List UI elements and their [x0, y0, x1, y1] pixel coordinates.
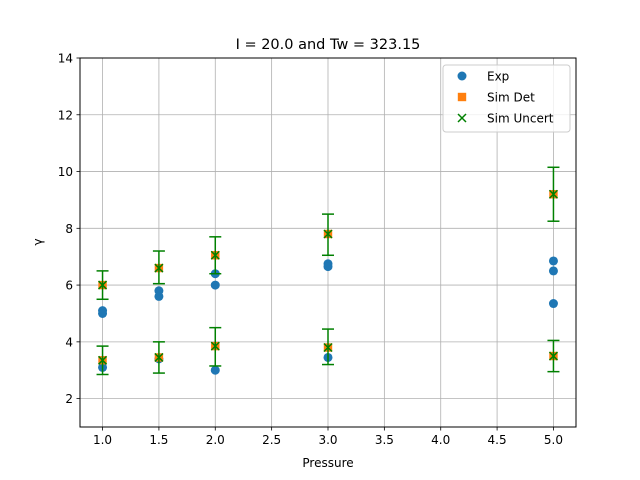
y-tick-label: 6	[65, 279, 73, 293]
x-marker-stroke	[154, 263, 164, 273]
x-tick-label: 5.0	[544, 433, 563, 447]
legend-marker	[457, 113, 467, 123]
sim-uncert-point	[98, 280, 108, 290]
x-marker-stroke	[323, 229, 333, 239]
exp-point	[98, 308, 108, 318]
plot-frame	[79, 57, 577, 428]
x-marker-stroke	[210, 341, 220, 351]
legend-label: Sim Det	[487, 91, 535, 105]
plot-data	[96, 166, 560, 376]
x-tick-label: 2.5	[262, 433, 281, 447]
x-tick-label: 1.0	[93, 433, 112, 447]
sim-uncert-point	[210, 341, 220, 351]
x-tick-label: 4.0	[431, 433, 450, 447]
x-tick-label: 1.5	[149, 433, 168, 447]
axis-ticks: 1.0 1.5 2.0 2.5 3.0 3.5 4.0 4.5 5.0 2 4 6 8 10 12 14	[58, 52, 563, 448]
legend-marker	[457, 71, 467, 81]
legend-box	[442, 64, 571, 133]
sim-uncert-point	[210, 250, 220, 260]
x-axis-label: Pressure	[302, 456, 353, 470]
x-marker-stroke	[548, 189, 558, 199]
exp-point	[323, 262, 333, 272]
chart-title: I = 20.0 and Tw = 323.15	[236, 37, 421, 53]
y-tick-label: 12	[58, 108, 73, 122]
x-tick-label: 3.0	[318, 433, 337, 447]
sim-uncert-point	[98, 355, 108, 365]
exp-point	[548, 256, 558, 266]
x-marker-stroke	[457, 113, 467, 123]
legend-label: Sim Uncert	[487, 112, 554, 126]
x-marker-stroke	[210, 250, 220, 260]
sim-uncert-point	[154, 352, 164, 362]
legend-marker	[457, 92, 467, 102]
x-marker-stroke	[98, 355, 108, 365]
sim-uncert-point	[154, 263, 164, 273]
y-axis-label: γ	[31, 238, 45, 245]
x-marker-stroke	[548, 351, 558, 361]
y-tick-label: 14	[58, 52, 73, 66]
exp-point	[154, 291, 164, 301]
legend: Exp Sim Det Sim Uncert	[442, 64, 571, 133]
exp-point	[210, 280, 220, 290]
y-tick-label: 2	[65, 392, 73, 406]
exp-point	[210, 365, 220, 375]
sim-uncert-point	[548, 351, 558, 361]
x-marker-stroke	[323, 342, 333, 353]
sim-uncert-point	[323, 342, 333, 353]
exp-point	[548, 299, 558, 309]
y-tick-label: 10	[58, 165, 73, 179]
sim-uncert-point	[548, 189, 558, 199]
sim-uncert-point	[323, 229, 333, 239]
y-tick-label: 8	[65, 222, 73, 236]
y-tick-label: 4	[65, 335, 73, 349]
x-marker-stroke	[98, 280, 108, 290]
legend-label: Exp	[487, 70, 509, 84]
x-tick-label: 4.5	[488, 433, 507, 447]
exp-point	[548, 266, 558, 276]
x-tick-label: 3.5	[375, 433, 394, 447]
x-tick-label: 2.0	[206, 433, 225, 447]
x-marker-stroke	[154, 352, 164, 362]
